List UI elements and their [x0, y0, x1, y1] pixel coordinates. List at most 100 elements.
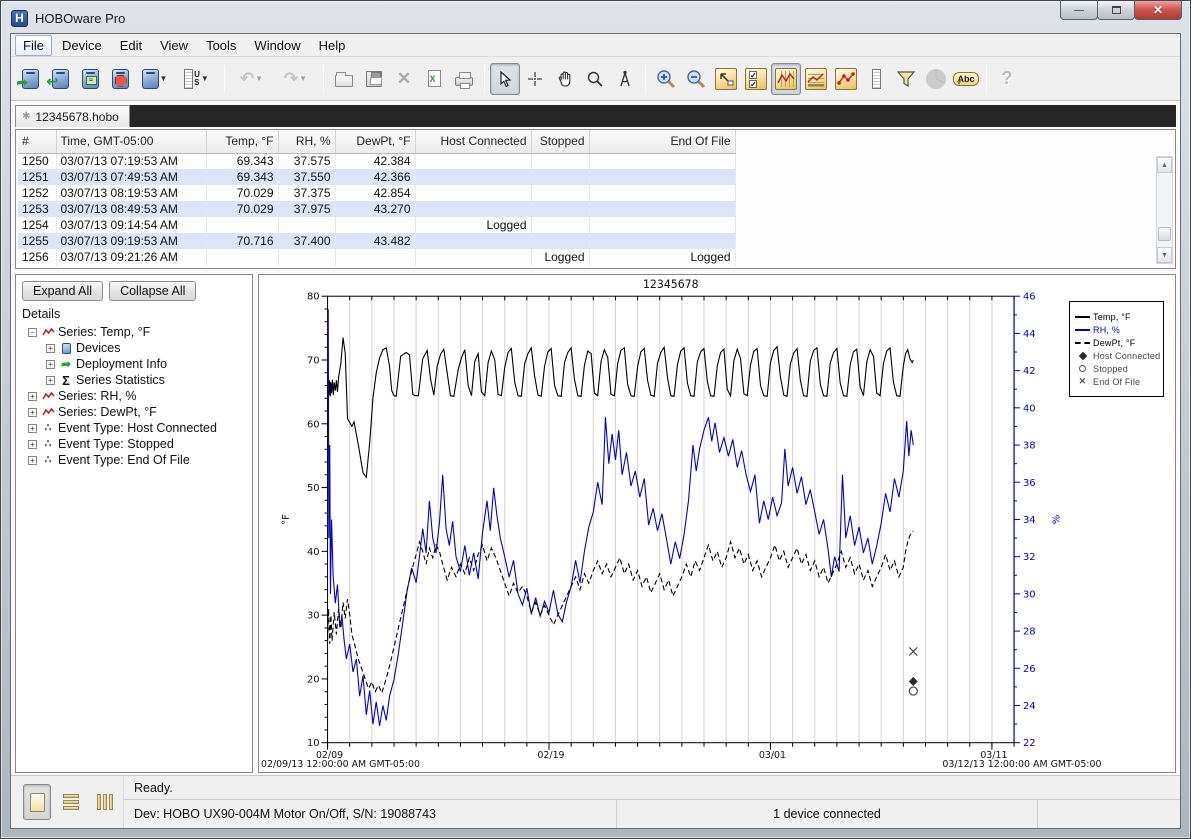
filter-points-button[interactable] [891, 63, 921, 95]
save-file-button[interactable] [359, 63, 389, 95]
pan-tool-button[interactable] [550, 63, 580, 95]
launch-device-icon: ➦ [22, 69, 39, 89]
open-file-button[interactable] [329, 63, 359, 95]
readout-device-button[interactable]: ↩ [45, 63, 75, 95]
plot-axes-button[interactable] [801, 63, 831, 95]
plot-points-button[interactable] [831, 63, 861, 95]
export-excel-button[interactable]: X [419, 63, 449, 95]
tree-toggle[interactable]: + [46, 376, 55, 385]
tree-toggle[interactable]: + [46, 360, 55, 369]
tree-item[interactable]: +Series: RH, % [22, 388, 246, 404]
table-header-row[interactable]: #Time, GMT-05:00Temp, °FRH, %DewPt, °FHo… [18, 130, 735, 153]
column-header[interactable]: End Of File [589, 130, 735, 153]
annotate-text-button[interactable]: Abc [951, 63, 981, 95]
table-row[interactable]: 125603/07/13 09:21:26 AMLoggedLogged [18, 249, 735, 265]
launch-device-button[interactable]: ➦ [15, 63, 45, 95]
scroll-up-button[interactable]: ▲ [1157, 157, 1172, 173]
column-header[interactable]: Stopped [531, 130, 589, 153]
menu-tools[interactable]: Tools [198, 35, 244, 56]
plot-gridlines-button[interactable] [771, 63, 801, 95]
tree-toggle[interactable]: − [28, 328, 37, 337]
tree-item[interactable]: +∴Event Type: Stopped [22, 436, 246, 452]
tree-item[interactable]: +Series: DewPt, °F [22, 404, 246, 420]
table-row[interactable]: 125103/07/13 07:49:53 AM69.34337.55042.3… [18, 169, 735, 185]
table-row[interactable]: 125403/07/13 09:14:54 AMLogged [18, 217, 735, 233]
pointer-tool-button[interactable] [490, 63, 520, 95]
select-units-button[interactable]: US▼ [175, 63, 219, 95]
crosshair-tool-button[interactable] [520, 63, 550, 95]
view-page-button[interactable] [23, 784, 51, 820]
expand-all-button[interactable]: Expand All [22, 281, 103, 301]
dropdown-caret-icon[interactable]: ▼ [200, 74, 210, 83]
tree-item[interactable]: −Series: Temp, °F [22, 324, 246, 340]
stop-device-button[interactable] [105, 63, 135, 95]
minimize-button[interactable]: — [1060, 1, 1098, 20]
chart-panel: 1020304050607080222426283032343638404244… [258, 274, 1176, 773]
column-header[interactable]: Temp, °F [206, 130, 278, 153]
tree-item[interactable]: +ΣSeries Statistics [22, 372, 246, 388]
tree-item[interactable]: +∴Event Type: Host Connected [22, 420, 246, 436]
svg-text:30: 30 [1023, 589, 1036, 600]
annotate-abc-icon: Abc [953, 72, 978, 86]
ruler-button[interactable] [861, 63, 891, 95]
menu-file[interactable]: File [15, 35, 52, 56]
column-header[interactable]: # [18, 130, 56, 153]
zoom-in-button[interactable] [651, 63, 681, 95]
tree-item[interactable]: +➦Deployment Info [22, 356, 246, 372]
tree-toggle[interactable]: + [28, 424, 37, 433]
series-plot-icon [42, 391, 55, 401]
tree-item[interactable]: +∴Event Type: End Of File [22, 452, 246, 468]
menu-view[interactable]: View [152, 35, 196, 56]
tree-toggle[interactable]: + [46, 344, 55, 353]
tree-toggle[interactable]: + [28, 408, 37, 417]
columns-view-icon [97, 794, 113, 810]
help-button[interactable]: ? [992, 63, 1022, 95]
view-columns-button[interactable] [91, 784, 119, 820]
event-dots-icon: ∴ [45, 423, 52, 434]
column-header[interactable]: Host Connected [415, 130, 531, 153]
close-file-button[interactable]: ✕ [389, 63, 419, 95]
table-vertical-scrollbar[interactable]: ▲ ▼ [1156, 156, 1173, 264]
menu-device[interactable]: Device [54, 35, 110, 56]
svg-text:46: 46 [1023, 292, 1036, 303]
fit-to-window-button[interactable] [711, 63, 741, 95]
title-bar[interactable]: H HOBOware Pro — ✕ [1, 1, 1190, 33]
column-header[interactable]: DewPt, °F [335, 130, 415, 153]
view-rows-button[interactable] [57, 784, 85, 820]
menu-window[interactable]: Window [246, 35, 308, 56]
view-properties-button[interactable]: ✓✓ [741, 63, 771, 95]
print-icon [455, 77, 473, 86]
select-device-button[interactable]: ▼ [135, 63, 175, 95]
menu-edit[interactable]: Edit [112, 35, 150, 56]
menu-help[interactable]: Help [311, 35, 354, 56]
column-header[interactable]: RH, % [278, 130, 335, 153]
tree-toggle[interactable]: + [28, 392, 37, 401]
table-row[interactable]: 125003/07/13 07:19:53 AM69.34337.57542.3… [18, 153, 735, 169]
table-row[interactable]: 125203/07/13 08:19:53 AM70.02937.37542.8… [18, 185, 735, 201]
device-status-button[interactable]: ≈ [75, 63, 105, 95]
tree-toggle[interactable]: + [28, 440, 37, 449]
chart-svg[interactable]: 1020304050607080222426283032343638404244… [259, 275, 1175, 772]
maximize-button[interactable] [1097, 1, 1135, 20]
print-button[interactable] [449, 63, 479, 95]
collapse-all-button[interactable]: Collapse All [109, 281, 196, 301]
zoom-out-button[interactable] [681, 63, 711, 95]
tree-item[interactable]: +Devices [22, 340, 246, 356]
tab-datafile[interactable]: ✱ 12345678.hobo [15, 105, 130, 127]
scrollbar-thumb[interactable] [1158, 227, 1171, 241]
table-row[interactable]: 125503/07/13 09:19:53 AM70.71637.40043.4… [18, 233, 735, 249]
table-row[interactable]: 125303/07/13 08:49:53 AM70.02937.97543.2… [18, 201, 735, 217]
maximize-icon [1112, 6, 1121, 14]
close-button[interactable]: ✕ [1134, 1, 1182, 20]
redo-button: ↷▼ [274, 63, 318, 95]
crosshair-icon [525, 69, 545, 89]
svg-text:30: 30 [307, 611, 320, 622]
measure-tool-button[interactable] [610, 63, 640, 95]
status-ready: Ready. [134, 781, 173, 795]
dropdown-caret-icon[interactable]: ▼ [159, 74, 169, 83]
tree-toggle[interactable]: + [28, 456, 37, 465]
column-header[interactable]: Time, GMT-05:00 [56, 130, 206, 153]
zoom-tool-button[interactable] [580, 63, 610, 95]
scroll-down-button[interactable]: ▼ [1157, 247, 1172, 263]
table-body: 125003/07/13 07:19:53 AM69.34337.57542.3… [18, 153, 735, 265]
